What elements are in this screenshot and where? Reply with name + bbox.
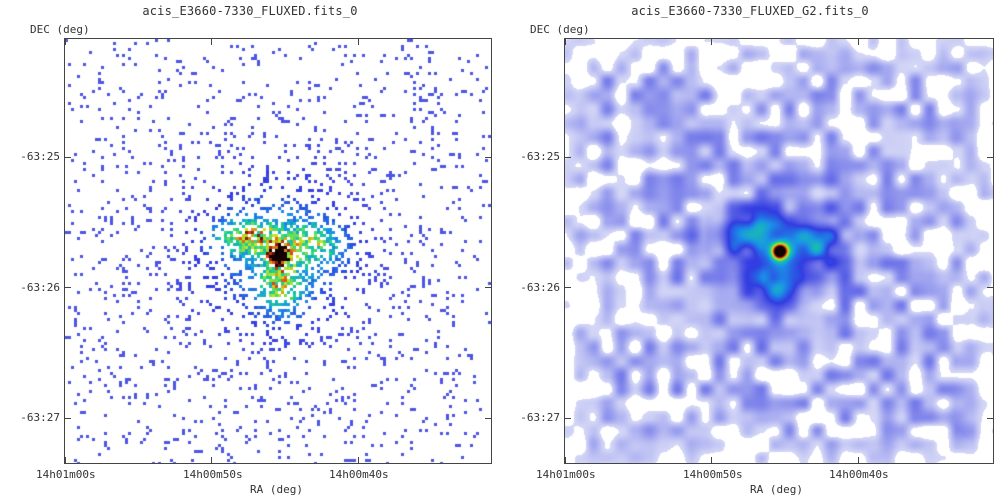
dec-tick-mark: [987, 418, 993, 419]
dec-tick-mark: [485, 157, 491, 158]
dec-axis-label-right: DEC (deg): [530, 23, 590, 36]
ra-tick-mark: [858, 457, 859, 463]
ra-tick-label: 14h00m50s: [183, 468, 243, 481]
ra-tick-mark: [565, 39, 566, 45]
dec-axis-label-left: DEC (deg): [30, 23, 90, 36]
dec-tick-label: -63:27: [20, 411, 60, 424]
ra-tick-label: 14h00m50s: [683, 468, 743, 481]
ra-tick-label: 14h00m40s: [329, 468, 389, 481]
raw-counts-image[interactable]: [65, 39, 491, 463]
ra-tick-mark: [65, 39, 66, 45]
ra-tick-mark: [211, 457, 212, 463]
dec-tick-mark: [485, 287, 491, 288]
dec-tick-label: -63:26: [520, 281, 560, 294]
dec-tick-mark: [987, 287, 993, 288]
dec-tick-label: -63:25: [520, 150, 560, 163]
smoothed-flux-image[interactable]: [565, 39, 993, 463]
dec-tick-mark: [65, 157, 71, 158]
dec-tick-mark: [987, 157, 993, 158]
ra-axis-label-right: RA (deg): [750, 483, 803, 496]
left-image-panel: acis_E3660-7330_FLUXED.fits_0 DEC (deg) …: [20, 4, 492, 496]
right-image-panel: acis_E3660-7330_FLUXED_G2.fits_0 DEC (de…: [500, 0, 1000, 502]
ra-tick-mark: [858, 39, 859, 45]
ra-tick-label: 14h01m00s: [536, 468, 596, 481]
dec-tick-mark: [485, 418, 491, 419]
ra-axis-label-left: RA (deg): [250, 483, 303, 496]
smoothed-image-plot[interactable]: [564, 38, 994, 464]
raw-image-plot[interactable]: [64, 38, 492, 464]
ra-tick-mark: [65, 457, 66, 463]
ra-tick-mark: [358, 457, 359, 463]
panel-title-left: acis_E3660-7330_FLUXED.fits_0: [142, 4, 358, 18]
dec-tick-mark: [565, 157, 571, 158]
panel-title-right: acis_E3660-7330_FLUXED_G2.fits_0: [631, 4, 869, 18]
dec-tick-label: -63:25: [20, 150, 60, 163]
dec-tick-mark: [65, 287, 71, 288]
ra-tick-mark: [211, 39, 212, 45]
dec-tick-mark: [565, 287, 571, 288]
ra-tick-mark: [358, 39, 359, 45]
ra-tick-label: 14h00m40s: [829, 468, 889, 481]
dec-tick-label: -63:26: [20, 281, 60, 294]
dec-tick-label: -63:27: [520, 411, 560, 424]
ra-tick-mark: [565, 457, 566, 463]
dec-tick-mark: [65, 418, 71, 419]
ra-tick-mark: [711, 39, 712, 45]
dec-tick-mark: [565, 418, 571, 419]
ra-tick-mark: [711, 457, 712, 463]
ra-tick-label: 14h01m00s: [36, 468, 96, 481]
